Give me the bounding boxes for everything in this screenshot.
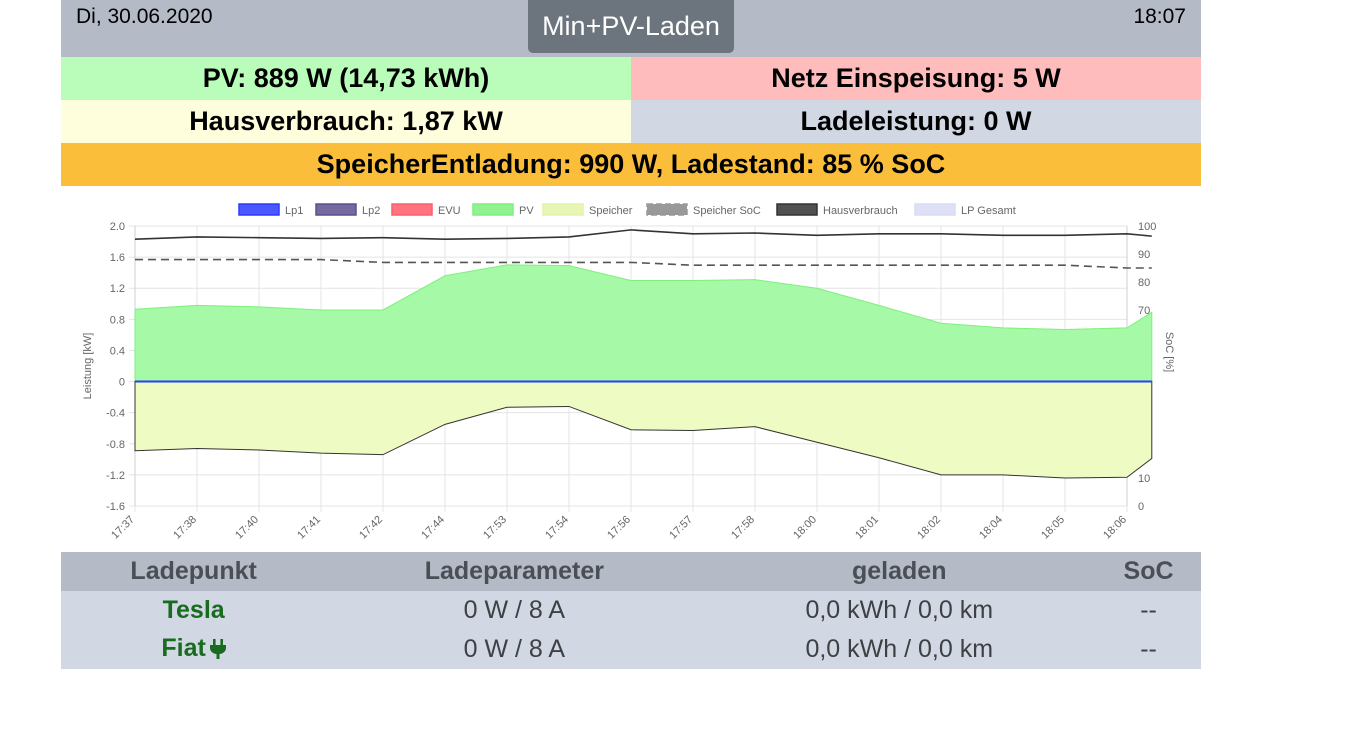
charge-param: 0 W / 8 A bbox=[326, 630, 703, 669]
house-consumption-status: Hausverbrauch: 1,87 kW bbox=[61, 100, 631, 143]
charge-point-name-label: Fiat bbox=[161, 633, 206, 662]
time-display: 18:07 bbox=[1133, 5, 1186, 28]
y-tick-label: -0.4 bbox=[106, 408, 125, 420]
legend-swatch bbox=[542, 203, 584, 216]
x-tick-label: 17:53 bbox=[481, 514, 509, 542]
y2-tick-label: 10 bbox=[1138, 473, 1150, 485]
x-tick-label: 17:41 bbox=[295, 514, 323, 542]
series-pv-area bbox=[134, 264, 1153, 383]
y-axis-title: Leistung [kW] bbox=[82, 333, 94, 400]
y-tick-label: 0.4 bbox=[110, 345, 125, 357]
legend-swatch bbox=[646, 203, 688, 216]
x-tick-label: 18:05 bbox=[1039, 514, 1067, 542]
y-tick-label: -1.6 bbox=[106, 501, 125, 513]
y-tick-label: -0.8 bbox=[106, 439, 125, 451]
legend-swatch bbox=[315, 203, 357, 216]
charge-point-name[interactable]: Tesla bbox=[61, 591, 327, 630]
legend-label: Hausverbrauch bbox=[823, 205, 898, 217]
y-tick-label: 0 bbox=[119, 377, 125, 389]
status-row-1: PV: 889 W (14,73 kWh) Netz Einspeisung: … bbox=[61, 57, 1201, 100]
col-header-ladepunkt: Ladepunkt bbox=[61, 552, 327, 591]
status-row-2: Hausverbrauch: 1,87 kW Ladeleistung: 0 W bbox=[61, 100, 1201, 143]
y-tick-label: 2.0 bbox=[110, 221, 125, 233]
date-display: Di, 30.06.2020 bbox=[76, 5, 213, 28]
col-header-geladen: geladen bbox=[702, 552, 1097, 591]
grid-status: Netz Einspeisung: 5 W bbox=[631, 57, 1201, 100]
x-tick-label: 18:01 bbox=[853, 514, 881, 542]
soc-value: -- bbox=[1096, 630, 1201, 669]
y2-tick-label: 0 bbox=[1138, 501, 1144, 513]
pv-status: PV: 889 W (14,73 kWh) bbox=[61, 57, 631, 100]
status-row-3: SpeicherEntladung: 990 W, Ladestand: 85 … bbox=[61, 143, 1201, 186]
x-tick-label: 17:44 bbox=[419, 514, 447, 542]
y-tick-label: 0.8 bbox=[110, 314, 125, 326]
chart-svg: 2.01.61.20.80.40-0.4-0.8-1.2-1.610090807… bbox=[82, 203, 1175, 542]
legend-swatch bbox=[238, 203, 280, 216]
charge-param: 0 W / 8 A bbox=[326, 591, 703, 630]
charging-power-status: Ladeleistung: 0 W bbox=[631, 100, 1201, 143]
charge-point-name-label: Tesla bbox=[162, 596, 225, 624]
dashboard: Di, 30.06.2020 Min+PV-Laden 18:07 PV: 88… bbox=[61, 0, 1201, 669]
battery-status: SpeicherEntladung: 990 W, Ladestand: 85 … bbox=[61, 143, 1201, 186]
table-header-row: Ladepunkt Ladeparameter geladen SoC bbox=[61, 552, 1201, 591]
x-tick-label: 18:06 bbox=[1101, 514, 1129, 542]
y2-tick-label: 100 bbox=[1138, 221, 1156, 233]
legend-label: Lp1 bbox=[285, 205, 303, 217]
series-speicher-soc-line bbox=[135, 258, 1152, 269]
col-header-ladeparameter: Ladeparameter bbox=[326, 552, 703, 591]
x-tick-label: 18:00 bbox=[791, 514, 819, 542]
legend-label: PV bbox=[519, 205, 534, 217]
charge-point-table: Ladepunkt Ladeparameter geladen SoC Tesl… bbox=[61, 552, 1201, 669]
x-tick-label: 18:04 bbox=[977, 514, 1005, 542]
top-bar: Di, 30.06.2020 Min+PV-Laden 18:07 bbox=[61, 0, 1201, 57]
legend-label: Speicher bbox=[589, 205, 633, 217]
table-row[interactable]: Tesla 0 W / 8 A 0,0 kWh / 0,0 km -- bbox=[61, 591, 1201, 630]
x-tick-label: 17:54 bbox=[543, 514, 571, 542]
charged-amount: 0,0 kWh / 0,0 km bbox=[702, 630, 1097, 669]
legend-swatch bbox=[914, 203, 956, 216]
x-tick-label: 17:37 bbox=[109, 514, 137, 542]
legend-label: EVU bbox=[438, 205, 461, 217]
y2-tick-label: 80 bbox=[1138, 277, 1150, 289]
power-chart[interactable]: 2.0 1.6 1.2 0.8 0.4 0 -0.4 -0.8 -1.2 -1.6 100 90 80 7… bbox=[61, 186, 1201, 552]
legend-swatch bbox=[472, 203, 514, 216]
legend-swatch bbox=[391, 203, 433, 216]
x-tick-label: 17:56 bbox=[605, 514, 633, 542]
col-header-soc: SoC bbox=[1096, 552, 1201, 591]
legend-label: Lp2 bbox=[362, 205, 380, 217]
y2-tick-label: 90 bbox=[1138, 249, 1150, 261]
x-tick-label: 18:02 bbox=[915, 514, 943, 542]
x-tick-label: 17:40 bbox=[233, 514, 261, 542]
table-row[interactable]: Fiat 0 W / 8 A 0,0 kWh / 0,0 km -- bbox=[61, 630, 1201, 669]
soc-value: -- bbox=[1096, 591, 1201, 630]
series-speicher-area bbox=[134, 381, 1153, 479]
y2-tick-label: 70 bbox=[1138, 305, 1150, 317]
legend-swatch bbox=[776, 203, 818, 216]
legend-label: LP Gesamt bbox=[961, 205, 1016, 217]
charged-amount: 0,0 kWh / 0,0 km bbox=[702, 591, 1097, 630]
y2-axis-title: SoC [%] bbox=[1163, 332, 1175, 372]
x-tick-label: 17:58 bbox=[729, 514, 757, 542]
y-tick-label: -1.2 bbox=[106, 470, 125, 482]
legend-label: Speicher SoC bbox=[693, 205, 761, 217]
x-tick-label: 17:57 bbox=[667, 514, 695, 542]
x-tick-label: 17:42 bbox=[357, 514, 385, 542]
charge-point-name[interactable]: Fiat bbox=[61, 630, 327, 669]
y-tick-label: 1.6 bbox=[110, 252, 125, 264]
series-hausverbrauch-line bbox=[134, 229, 1152, 241]
y-tick-label: 1.2 bbox=[110, 283, 125, 295]
x-tick-label: 17:38 bbox=[171, 514, 199, 542]
plug-icon bbox=[209, 637, 226, 666]
charge-mode-button[interactable]: Min+PV-Laden bbox=[528, 0, 734, 53]
